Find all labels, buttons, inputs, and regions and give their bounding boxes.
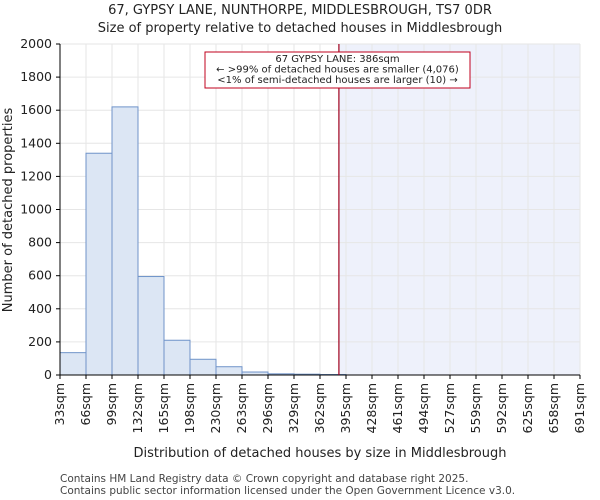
histogram-bar xyxy=(163,339,191,376)
annotation-box xyxy=(204,51,471,89)
x-tick-label: 263sqm xyxy=(234,383,249,433)
y-tick-label: 1600 xyxy=(20,102,52,117)
x-tick-label: 165sqm xyxy=(156,383,171,433)
x-tick-label: 527sqm xyxy=(442,383,457,433)
x-tick-label: 625sqm xyxy=(520,383,535,433)
x-tick-label: 592sqm xyxy=(494,383,509,433)
x-tick-label: 494sqm xyxy=(416,383,431,433)
histogram-bar xyxy=(111,106,139,376)
x-tick-label: 658sqm xyxy=(546,383,561,433)
chart-title: 67, GYPSY LANE, NUNTHORPE, MIDDLESBROUGH… xyxy=(108,3,492,18)
y-tick-label: 800 xyxy=(28,235,52,250)
y-tick-label: 200 xyxy=(28,334,52,349)
y-tick-label: 2000 xyxy=(20,36,52,51)
histogram-bar xyxy=(215,366,243,376)
y-tick-label: 1800 xyxy=(20,69,52,84)
x-tick-label: 428sqm xyxy=(364,383,379,433)
x-tick-label: 33sqm xyxy=(52,383,67,426)
x-tick-label: 132sqm xyxy=(130,383,145,433)
footer-line-1: Contains HM Land Registry data © Crown c… xyxy=(60,473,468,485)
footer-line-2: Contains public sector information licen… xyxy=(60,485,515,497)
y-axis-label: Number of detached properties xyxy=(1,108,16,313)
x-tick-label: 99sqm xyxy=(104,383,119,426)
histogram-bar xyxy=(85,152,113,376)
x-tick-label: 296sqm xyxy=(260,383,275,433)
annotation-text: ← >99% of detached houses are smaller (4… xyxy=(216,65,459,76)
x-axis-label: Distribution of detached houses by size … xyxy=(134,446,507,461)
histogram-bar xyxy=(59,352,87,376)
x-tick-label: 230sqm xyxy=(208,383,223,433)
annotation-text: <1% of semi-detached houses are larger (… xyxy=(217,75,457,86)
y-tick-label: 1200 xyxy=(20,168,52,183)
x-tick-label: 362sqm xyxy=(312,383,327,433)
annotation-text: 67 GYPSY LANE: 386sqm xyxy=(275,54,399,65)
x-tick-label: 461sqm xyxy=(390,383,405,433)
histogram-bar xyxy=(189,358,217,376)
x-tick-label: 395sqm xyxy=(338,383,353,433)
y-tick-label: 600 xyxy=(28,268,52,283)
x-tick-label: 559sqm xyxy=(468,383,483,433)
x-tick-label: 66sqm xyxy=(78,383,93,426)
plot-area: 0 200 400 600 800 1000 1200 1400 1600 1800 2000 33s… xyxy=(20,36,587,433)
y-tick-label: 0 xyxy=(44,367,52,382)
y-tick-label: 400 xyxy=(28,301,52,316)
x-tick-label: 691sqm xyxy=(572,383,587,433)
x-tick-label: 198sqm xyxy=(182,383,197,433)
histogram-bar xyxy=(137,276,165,376)
chart-subtitle: Size of property relative to detached ho… xyxy=(98,21,503,36)
y-tick-label: 1000 xyxy=(20,202,52,217)
y-tick-label: 1400 xyxy=(20,135,52,150)
x-tick-label: 329sqm xyxy=(286,383,301,433)
